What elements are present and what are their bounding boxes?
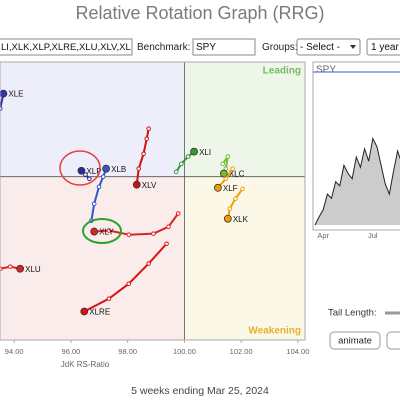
- tail-head: [190, 147, 198, 156]
- series-label: XLRE: [89, 308, 110, 317]
- animate-text: animate: [338, 336, 372, 347]
- x-tick-label: 98.00: [118, 347, 137, 356]
- spy-chart: [314, 136, 400, 226]
- tail-point: [100, 174, 106, 179]
- tail-point: [185, 154, 191, 159]
- x-tick-label: 100.00: [173, 347, 196, 356]
- tail-point: [240, 186, 245, 192]
- benchmark-text: SPY: [196, 42, 216, 53]
- tail-point: [223, 176, 229, 182]
- quadrant-weakening: [184, 176, 305, 340]
- tail-point: [175, 211, 181, 216]
- benchmark-input[interactable]: [192, 38, 256, 56]
- tail-point: [220, 161, 226, 167]
- tail-point: [141, 151, 146, 157]
- tail-head: [102, 164, 111, 173]
- x-tick-label: 96.00: [62, 347, 81, 356]
- tail-point: [173, 169, 179, 175]
- rrg-plot: Leading Weakening XLE XLP XLB XLV XLI XLC XLF XLK…: [0, 62, 305, 340]
- tail-point: [7, 264, 13, 269]
- series-label: XLC: [229, 170, 245, 179]
- spy-area: [315, 138, 400, 225]
- select-arrow: [350, 45, 356, 49]
- series-label: XLI: [199, 148, 211, 157]
- tail-point: [225, 154, 231, 159]
- tail-point: [227, 206, 233, 211]
- series-label: XLF: [223, 184, 238, 193]
- period-select[interactable]: [366, 38, 400, 56]
- groups-text: - Select -: [300, 42, 340, 53]
- footer: 5 weeks ending Mar 25, 2024: [131, 385, 269, 397]
- quadrant-improving: [0, 62, 185, 177]
- x-tick-label: 104.00: [286, 347, 309, 356]
- series-label: XLK: [233, 215, 249, 224]
- tail-point: [106, 296, 112, 301]
- symbols-text: LI,XLK,XLP,XLRE,XLU,XLV,XL: [1, 42, 131, 53]
- groups-select[interactable]: [296, 38, 361, 56]
- tail-head: [16, 264, 25, 273]
- tail-line: [226, 188, 244, 219]
- series-label: XLE: [8, 90, 23, 99]
- extra-button[interactable]: [386, 331, 400, 350]
- animate-button[interactable]: [329, 331, 381, 350]
- tail-point: [136, 166, 142, 171]
- tail-point: [166, 224, 171, 230]
- tail-point: [230, 166, 235, 171]
- quadrant-label: Leading: [263, 66, 301, 77]
- benchmark-label: Benchmark:: [137, 42, 190, 53]
- series-label: XLB: [111, 165, 126, 174]
- x-tick-label: 94.00: [5, 347, 24, 356]
- spy-x-label: Apr: [317, 231, 329, 240]
- tail-head: [213, 183, 222, 192]
- tail-head: [219, 169, 228, 178]
- tail-point: [83, 172, 88, 177]
- highlight-circle: [59, 150, 101, 186]
- tail-head: [223, 214, 232, 223]
- tail-point: [146, 261, 151, 266]
- tail-point: [151, 231, 156, 236]
- tail-point: [126, 281, 132, 287]
- tail-head: [90, 227, 99, 236]
- tail-point: [144, 136, 149, 142]
- tail-point: [106, 228, 112, 233]
- x-tick-label: 102.00: [230, 347, 253, 356]
- series-label: XLU: [25, 265, 41, 274]
- period-text: 1 year: [371, 42, 399, 53]
- tail-point: [178, 161, 184, 167]
- rrg-axes: 94.00 96.00 98.00 100.00 102.00 104.00: [5, 340, 309, 356]
- page-title: Relative Rotation Graph (RRG): [75, 3, 324, 23]
- tail-length-label: Tail Length:: [328, 308, 377, 319]
- quadrant-leading: [184, 62, 305, 177]
- tail-point: [87, 176, 92, 182]
- tail-point: [146, 126, 151, 132]
- tail-line: [94, 212, 179, 236]
- tail-point: [233, 196, 238, 201]
- series-label: XLV: [142, 181, 157, 190]
- spy-title: SPY: [316, 65, 336, 76]
- quadrant-label: Weakening: [248, 326, 301, 337]
- spy-line: [314, 136, 400, 226]
- tail-point: [164, 241, 169, 247]
- tail-head: [0, 89, 8, 98]
- tail-point: [96, 184, 102, 190]
- x-axis-label: JdK RS-Ratio: [61, 360, 110, 369]
- highlight-circle: [82, 218, 122, 244]
- symbols-input[interactable]: [0, 38, 133, 56]
- plot-frame: [0, 61, 306, 341]
- series-label: XLP: [86, 167, 101, 176]
- tail-head: [80, 307, 89, 316]
- series-label: XLY: [99, 228, 114, 237]
- groups-label: Groups:: [262, 42, 298, 53]
- tail-point: [91, 201, 97, 207]
- tail-point: [126, 232, 132, 238]
- spy-x-label: Jul: [368, 231, 378, 240]
- tail-head: [132, 180, 141, 189]
- tail-head: [77, 166, 86, 175]
